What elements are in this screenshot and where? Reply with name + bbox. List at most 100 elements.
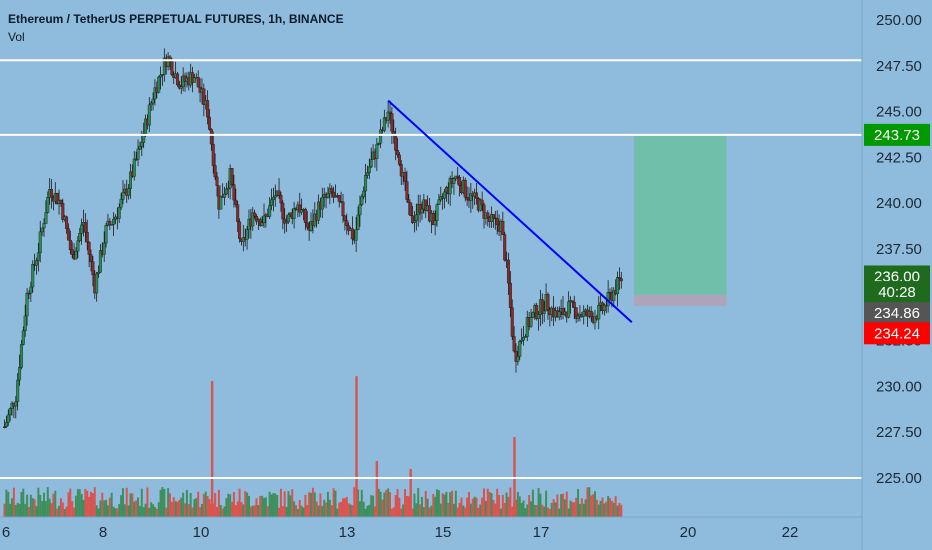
volume-bar bbox=[294, 505, 297, 517]
volume-bar bbox=[432, 494, 435, 517]
volume-bar bbox=[16, 502, 19, 517]
price-tag-label: 243.73 bbox=[874, 127, 920, 144]
volume-bar bbox=[338, 502, 341, 517]
volume-bar bbox=[462, 505, 465, 517]
volume-bar bbox=[308, 492, 311, 517]
candle-body bbox=[433, 220, 437, 226]
candles bbox=[3, 48, 623, 429]
candle-body bbox=[597, 304, 601, 320]
volume-bar bbox=[460, 497, 463, 517]
volume-bar bbox=[148, 507, 151, 517]
candle-body bbox=[508, 282, 512, 308]
time-tick-label: 13 bbox=[339, 524, 356, 541]
candle-body bbox=[491, 214, 495, 219]
time-axis[interactable]: 6 8 10 13 15 17 20 22 bbox=[2, 524, 799, 541]
candle-body bbox=[236, 204, 240, 222]
volume-bar bbox=[125, 487, 128, 517]
volume-bar bbox=[451, 490, 454, 517]
candle-body bbox=[520, 339, 524, 342]
volume-spike bbox=[210, 381, 214, 517]
volume-bar bbox=[357, 489, 360, 517]
price-tag bbox=[864, 123, 930, 146]
candle-body bbox=[469, 193, 473, 201]
volume-bar bbox=[360, 489, 363, 517]
volume-bar bbox=[135, 500, 138, 517]
candle-body bbox=[277, 190, 281, 196]
price-axis[interactable]: 250.00247.50245.00242.50240.00237.50235.… bbox=[876, 12, 922, 487]
volume-bar bbox=[550, 503, 553, 517]
candle-body bbox=[207, 116, 211, 130]
volume-bar bbox=[396, 489, 399, 517]
volume-bar bbox=[507, 497, 510, 517]
candle-body bbox=[424, 199, 428, 211]
volume-bar bbox=[281, 506, 284, 517]
stop-zone bbox=[634, 294, 727, 306]
volume-bar bbox=[97, 508, 100, 517]
candle-body bbox=[34, 260, 38, 266]
volume-bar bbox=[452, 503, 455, 517]
volume-bar bbox=[82, 499, 85, 517]
candle-body bbox=[209, 129, 213, 145]
volume-bar bbox=[223, 506, 226, 517]
volume-bar bbox=[379, 491, 382, 517]
candle-body bbox=[65, 216, 69, 229]
candle-body bbox=[224, 188, 228, 195]
candle-body bbox=[31, 264, 35, 288]
volume-spike bbox=[375, 461, 379, 517]
volume-bar bbox=[471, 498, 474, 517]
candle-body bbox=[254, 215, 258, 222]
volume-bar bbox=[200, 503, 203, 517]
volume-bar bbox=[520, 502, 523, 517]
volume-bar bbox=[353, 487, 356, 517]
candle-body bbox=[365, 172, 369, 176]
candle-body bbox=[486, 212, 490, 218]
volume-bar bbox=[483, 488, 486, 517]
volume-bar bbox=[578, 504, 581, 517]
volume-bar bbox=[227, 493, 230, 517]
candle-body bbox=[475, 192, 479, 199]
candle-body bbox=[320, 196, 324, 210]
volume-bar bbox=[503, 503, 506, 517]
candle-body bbox=[510, 307, 514, 337]
volume-bar bbox=[325, 502, 328, 517]
trendline[interactable] bbox=[387, 99, 633, 324]
volume-bar bbox=[447, 503, 450, 517]
candle-body bbox=[458, 176, 462, 186]
chart-legend: Ethereum / TetherUS PERPETUAL FUTURES, 1… bbox=[8, 10, 344, 46]
volume-bar bbox=[214, 493, 217, 517]
volume-bar bbox=[240, 502, 243, 517]
volume-bar bbox=[445, 491, 448, 517]
volume-bar bbox=[499, 508, 502, 517]
volume-bar bbox=[362, 501, 365, 517]
candle-body bbox=[364, 175, 368, 192]
volume-bar bbox=[518, 496, 521, 517]
volume-spike bbox=[355, 376, 358, 517]
volume-bar bbox=[407, 496, 410, 517]
volume-bar bbox=[202, 493, 205, 517]
volume-bar bbox=[39, 494, 42, 517]
volume-bar bbox=[105, 499, 108, 517]
candle-body bbox=[589, 310, 593, 318]
candle-body bbox=[377, 143, 381, 145]
candle-body bbox=[127, 188, 131, 196]
symbol-title[interactable]: Ethereum / TetherUS PERPETUAL FUTURES, 1… bbox=[8, 12, 344, 26]
volume-bar bbox=[197, 491, 200, 517]
volume-bar bbox=[11, 498, 14, 517]
candle-body bbox=[129, 171, 133, 189]
volume-bar bbox=[385, 489, 388, 517]
volume-bar bbox=[140, 488, 143, 517]
volume-bar bbox=[176, 501, 179, 517]
volume-bar bbox=[533, 504, 536, 517]
candle-body bbox=[98, 250, 102, 273]
volume-indicator-label[interactable]: Vol bbox=[8, 30, 25, 44]
candle-body bbox=[542, 310, 546, 314]
candle-body bbox=[78, 233, 82, 242]
volume-bar bbox=[528, 494, 531, 517]
volume-bar bbox=[80, 494, 83, 517]
volume-bar bbox=[531, 489, 534, 517]
candle-body bbox=[68, 240, 72, 251]
volume-bar bbox=[138, 505, 141, 517]
volume-bar bbox=[586, 487, 589, 517]
volume-bar bbox=[546, 507, 549, 517]
